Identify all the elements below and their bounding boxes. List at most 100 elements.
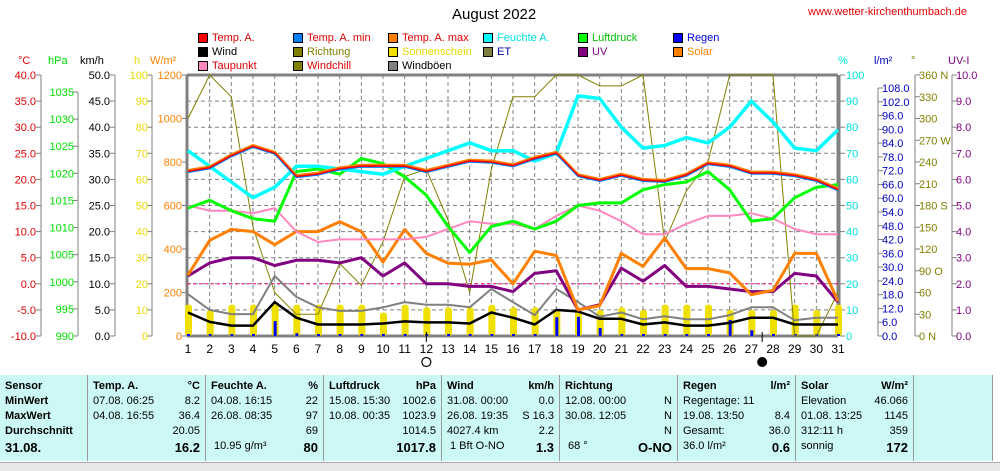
axis-tick-label: 0.0 (956, 331, 971, 343)
axis-tick-label: 78.0 (882, 152, 903, 164)
axis-tick-label: 0 N (919, 331, 936, 343)
axis-tick-label: 5.0 (956, 201, 971, 213)
axis-tick-label: 96.0 (882, 111, 903, 123)
axis-tick-label: 40 (136, 227, 148, 239)
rain-bar (469, 334, 472, 336)
axis-tick-label: 10 (136, 305, 148, 317)
x-tick-label: 30 (810, 342, 824, 356)
sunshine-bar (488, 305, 495, 336)
rain-bar (577, 317, 580, 336)
axis-tick-label: 30 (136, 253, 148, 265)
axis-tick-label: 45.0 (89, 96, 110, 108)
cell-value: 36.4 (179, 410, 200, 422)
x-tick-label: 22 (636, 342, 650, 356)
cell-value: 8.2 (185, 395, 200, 407)
axis-tick-label: 90 O (919, 266, 943, 278)
axis-tick-label: 24.0 (882, 276, 903, 288)
sunshine-bar (662, 305, 669, 336)
rain-bar (664, 334, 667, 336)
sunshine-bar (293, 305, 300, 336)
cell-value: 1014.5 (402, 425, 436, 437)
cell-label: 31.08. 00:00 (447, 395, 508, 407)
axis-tick-label: 1000 (158, 114, 182, 126)
x-tick-label: 31 (831, 342, 845, 356)
x-tick-label: 26 (723, 342, 737, 356)
axis-tick-label: 50 (136, 201, 148, 213)
cell-value: 1145 (884, 410, 908, 422)
cell-label: 68 ° (568, 440, 588, 452)
axis-tick-label: 70 (136, 148, 148, 160)
axis-tick-label: 990 (56, 331, 74, 343)
axis-tick-label: 60 (846, 174, 858, 186)
axis-tick-label: 1025 (50, 141, 74, 153)
axis-tick-label: 7.0 (956, 148, 971, 160)
cell-label: 26.08. 08:35 (211, 410, 272, 422)
x-tick-label: 2 (206, 342, 213, 356)
sunshine-bar (618, 307, 625, 336)
column-unit: W/m² (881, 380, 908, 392)
cell-value: S 16.3 (522, 410, 554, 422)
rain-bar (642, 334, 645, 336)
cell-value: 97 (306, 410, 318, 422)
table-row: 31.08. (5, 440, 82, 456)
cell-value: 2.2 (539, 425, 554, 437)
column-unit: km/h (528, 380, 554, 392)
table-row: 1014.5 (329, 425, 436, 441)
axis-tick-label: 60 (919, 288, 931, 300)
axis-tick-label: 108.0 (882, 83, 910, 95)
rain-bar (187, 334, 190, 336)
rain-bar (750, 330, 753, 336)
table-row: Durchschnitt (5, 425, 82, 441)
rain-bar (512, 334, 515, 336)
column-unit: % (308, 380, 318, 392)
axis-tick-label: 30.0 (89, 174, 110, 186)
new-moon-icon (758, 358, 767, 367)
cell-label: 312:11 h (801, 425, 843, 437)
table-row: N (565, 425, 672, 441)
table-row: MaxWert (5, 410, 82, 426)
table-header-row: Sensor (5, 380, 82, 396)
rain-bar (274, 321, 277, 336)
axis-tick-label: 90 (136, 96, 148, 108)
table-row: 68 °O-NO (565, 440, 672, 456)
table-row: 36.0 l/m² 0.6 (683, 440, 790, 456)
axis-tick-label: 1035 (50, 87, 74, 99)
cell-label: 10.08. 00:35 (329, 410, 390, 422)
axis-tick-label: 1030 (50, 114, 74, 126)
table-header-row: Temp. A.°C (93, 380, 200, 396)
x-tick-label: 17 (528, 342, 542, 356)
axis-tick-label: 20.0 (15, 174, 36, 186)
cell-label: 04.08. 16:55 (93, 410, 154, 422)
cell-value: 1002.6 (402, 395, 436, 407)
cell-label: 36.0 l/m² (683, 440, 726, 452)
sunshine-bar (228, 305, 235, 336)
axis-tick-label: 330 (919, 92, 937, 104)
sunshine-bar (683, 305, 690, 336)
x-tick-label: 9 (358, 342, 365, 356)
column-header: Richtung (565, 380, 613, 392)
cell-label: sonnig (801, 440, 833, 452)
axis-tick-label: 2.0 (956, 279, 971, 291)
rain-bar (772, 334, 775, 336)
axis-tick-label: 5.0 (95, 305, 110, 317)
x-tick-label: 20 (593, 342, 607, 356)
table-row: 26.08. 08:35 97 (211, 410, 318, 426)
axis-tick-label: -5.0 (17, 305, 36, 317)
x-tick-label: 1 (185, 342, 192, 356)
axis-tick-label: 1020 (50, 168, 74, 180)
column-header: Luftdruck (329, 380, 380, 392)
column-header: Feuchte A. (211, 380, 267, 392)
axis-tick-label: 100 (846, 70, 864, 82)
cell-label: 26.08. 19:35 (447, 410, 508, 422)
cell-value: 0.6 (772, 440, 790, 455)
column-header: Solar (801, 380, 829, 392)
